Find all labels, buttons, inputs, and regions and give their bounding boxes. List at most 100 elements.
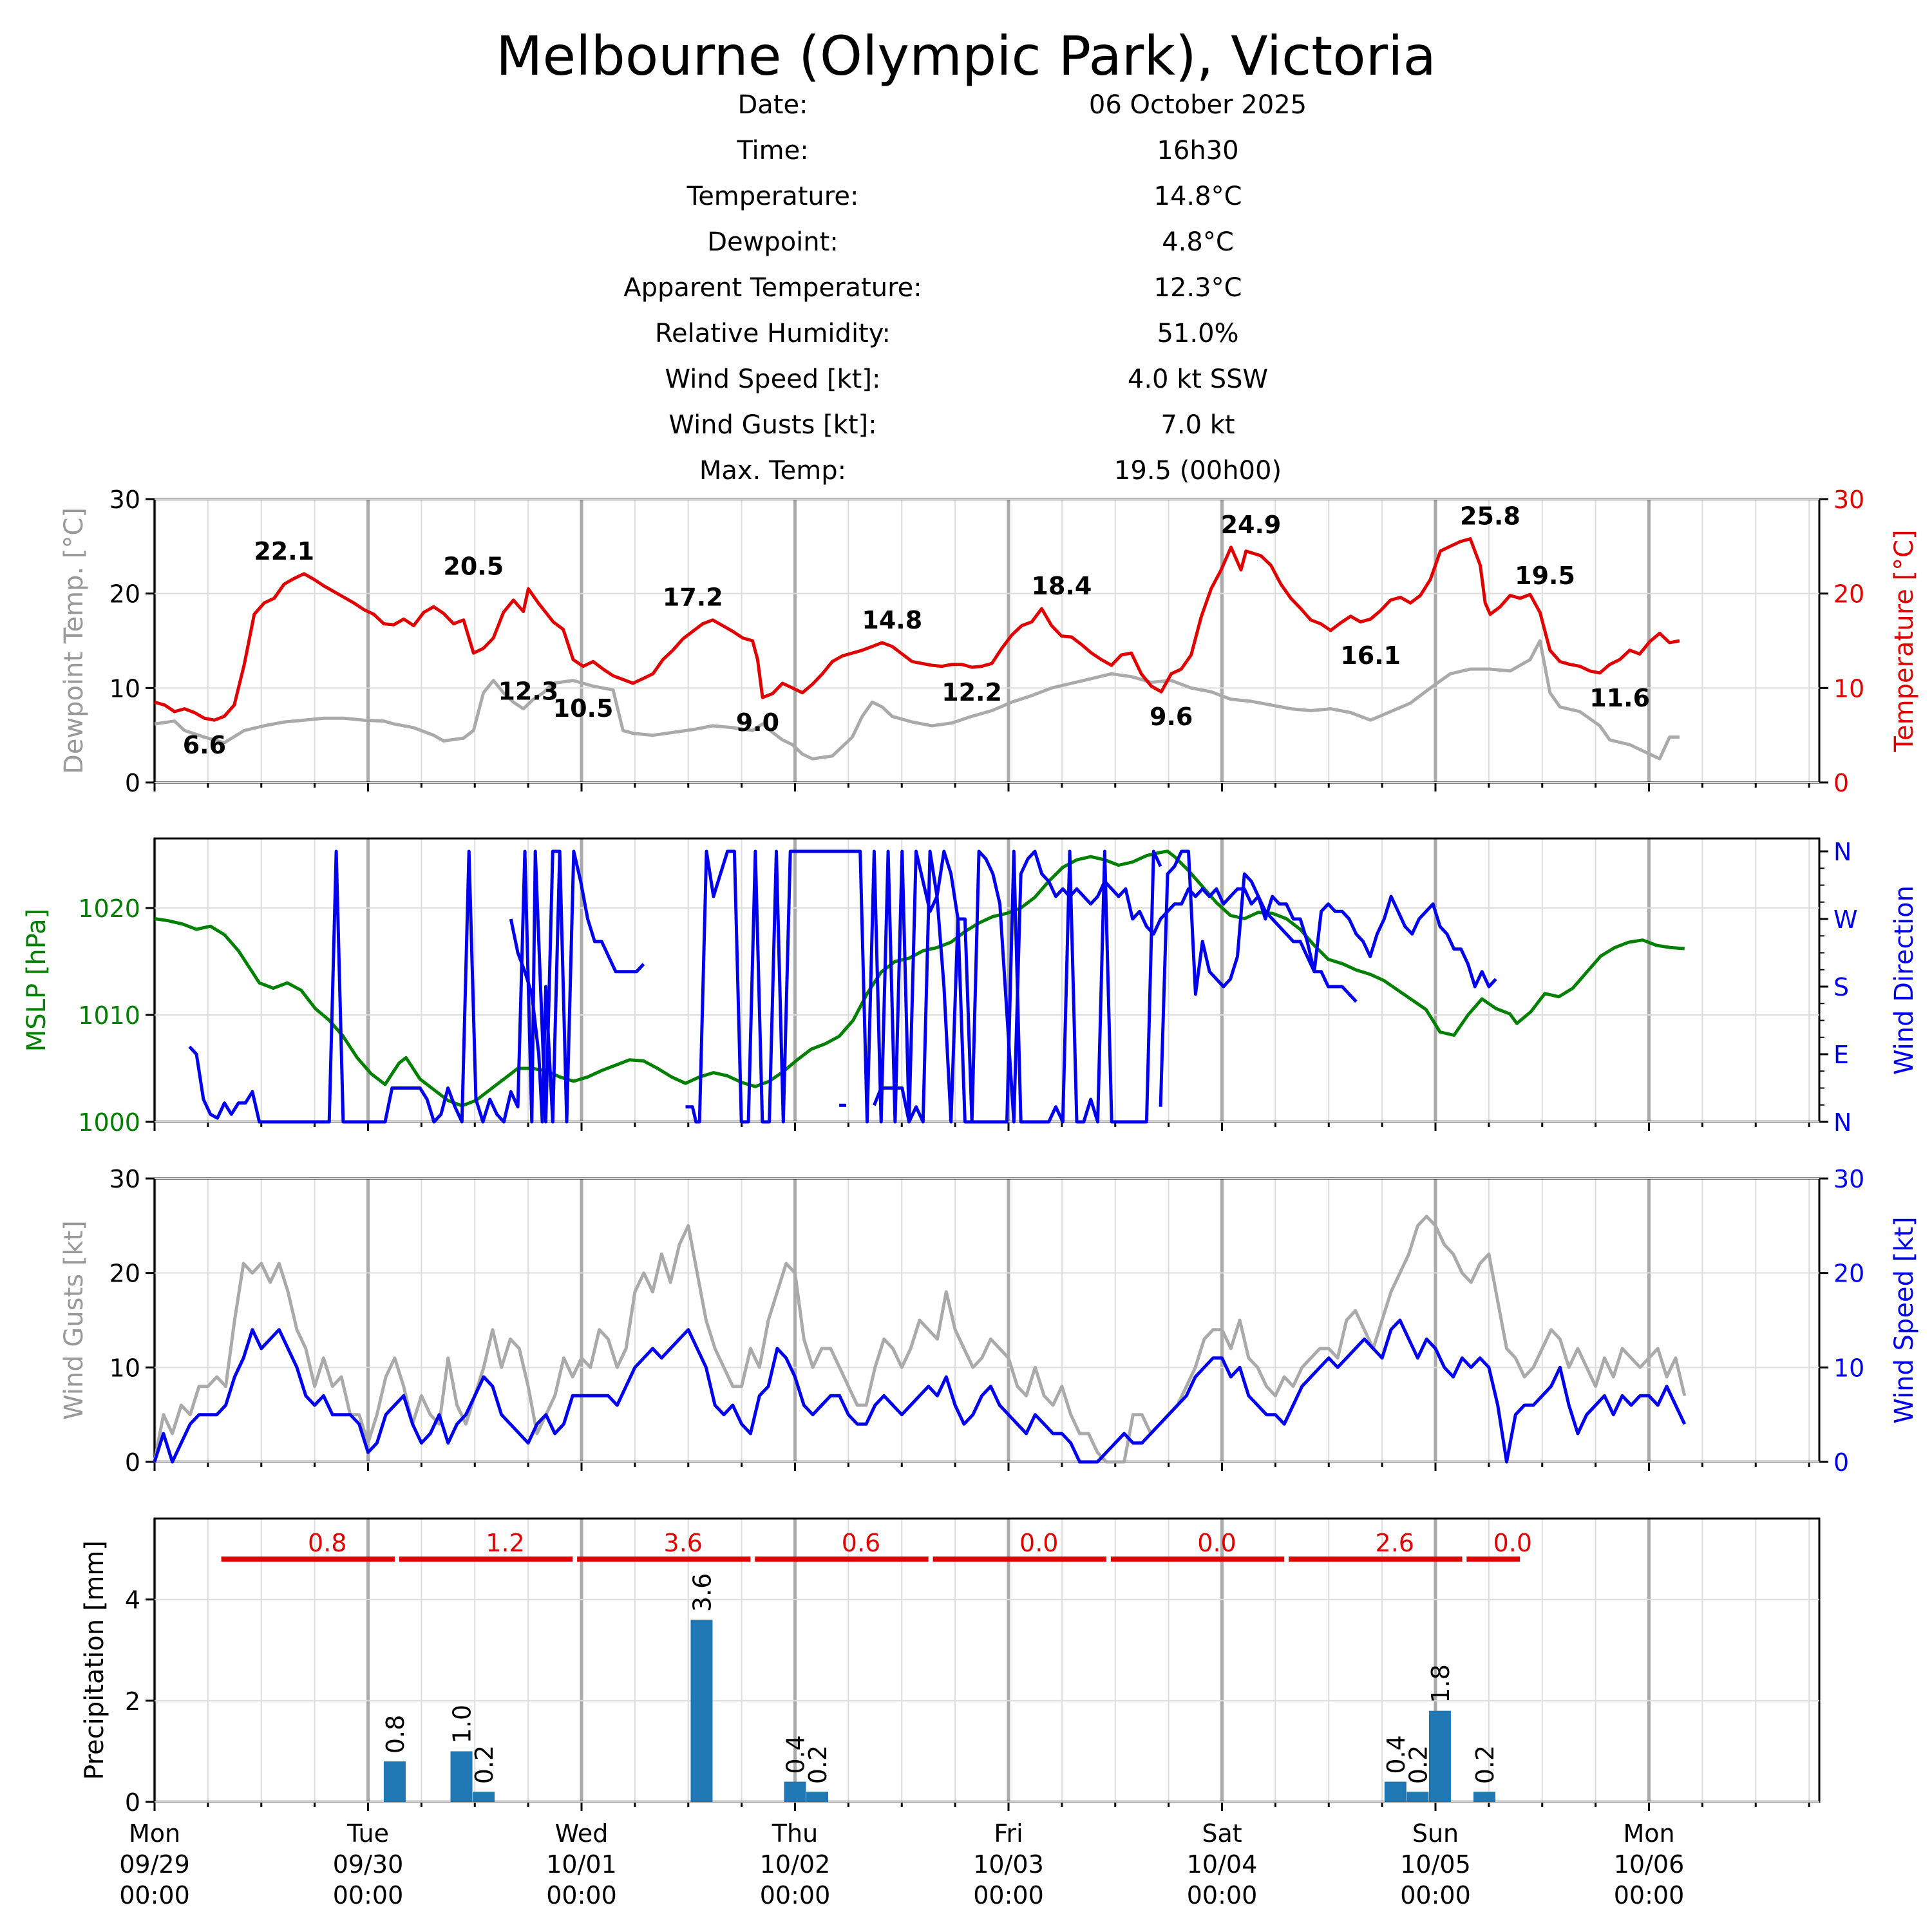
extreme-value-label: 14.8 [862,606,922,634]
x-tick-date-label: 09/29 [119,1850,190,1879]
y-tick-label: 10 [109,674,140,703]
precip-bar [450,1751,473,1802]
daily-total-label: 0.0 [1197,1529,1236,1557]
x-tick-date-label: 09/30 [333,1850,404,1879]
y-tick-label: 2 [125,1687,140,1716]
x-tick-date-label: 10/05 [1400,1850,1471,1879]
y-tick-label: 10 [109,1354,140,1382]
info-label: Wind Gusts [kt]: [668,410,877,440]
temperature-line [154,537,1680,722]
y-tick-label: 4 [125,1586,140,1615]
info-row-temperature: Temperature: 14.8°C [0,182,1932,220]
y2-tick-label: 30 [1833,1165,1864,1193]
y2-tick-label: 30 [1833,486,1864,514]
wind-direction-line [685,849,1358,1124]
wind-speed-line [153,1318,1687,1464]
extreme-value-label: 12.2 [942,678,1002,706]
y-tick-label: 0 [125,1788,140,1817]
y-tick-label: 30 [109,1165,140,1193]
y-axis-label: MSLP [hPa] [22,909,52,1052]
mslp-line [154,849,1685,1108]
x-tick-date-label: 10/06 [1614,1850,1685,1879]
page-title: Melbourne (Olympic Park), Victoria [496,24,1436,88]
temperature-panel: 0 10 20 30 0 10 20 30 6.6 22.1 20.5 12.310.5 17.2 9.0… [59,486,1919,797]
precip-bar [1473,1792,1495,1802]
y2-axis-label: Wind Direction [1889,886,1919,1075]
x-tick-day-label: Wed [555,1819,609,1848]
panel-4 [153,1517,1821,1811]
extreme-value-label: 10.5 [553,694,614,723]
x-tick-day-label: Sat [1202,1819,1242,1848]
y-axis-label: Dewpoint Temp. [°C] [59,507,89,774]
precip-bar-label: 1.0 [448,1705,477,1743]
x-tick-day-label: Mon [1623,1819,1674,1848]
info-label: Time: [737,136,809,166]
extreme-value-label: 11.6 [1589,684,1650,712]
panel-1 [153,498,1821,791]
x-tick-date-label: 10/03 [973,1850,1044,1879]
extreme-value-label: 9.0 [736,708,779,737]
y2-tick-label: 20 [1833,580,1864,609]
x-tick-day-label: Sun [1412,1819,1459,1848]
info-value: 7.0 kt [1160,410,1235,440]
extreme-value-label: 18.4 [1032,572,1092,600]
info-row-dewpoint: Dewpoint: 4.8°C [0,227,1932,266]
wind-direction-line [509,849,645,1124]
wind-direction-line [188,849,560,1124]
info-row-wind-gusts: Wind Gusts [kt]: 7.0 kt [0,410,1932,449]
x-tick-day-label: Fri [994,1819,1023,1848]
info-label: Max. Temp: [699,456,847,486]
precip-bar [1406,1792,1429,1802]
info-row-relative-humidity: Relative Humidity: 51.0% [0,319,1932,357]
pressure-panel: 1000 1010 1020 N E S W N MSLP [hPa] Wind Directio… [22,838,1919,1137]
precip-bar-label: 0.8 [381,1715,410,1754]
precip-bar [784,1781,806,1802]
plot-frame [153,837,1821,1123]
info-label: Wind Speed [kt]: [665,365,881,394]
x-tick-time-label: 00:00 [1614,1881,1685,1909]
x-tick-day-label: Tue [346,1819,389,1848]
x-axis-labels: Mon09/2900:00Tue09/3000:00Wed10/0100:00T… [119,1819,1684,1909]
plot-frame [153,498,1821,784]
x-tick-time-label: 00:00 [760,1881,831,1909]
daily-total-label: 0.0 [1493,1529,1532,1557]
info-value: 4.8°C [1162,227,1234,257]
x-tick-date-label: 10/02 [760,1850,831,1879]
y-tick-label: 0 [125,769,140,797]
extreme-value-label: 17.2 [663,583,723,612]
info-value: 16h30 [1157,136,1239,166]
y2-tick-label: N [1833,838,1852,866]
y2-tick-label: 0 [1833,769,1849,797]
precip-bar [690,1620,713,1802]
daily-total-label: 0.8 [308,1529,346,1557]
y-axis-label: Precipitation [mm] [80,1540,109,1780]
precip-bar-label: 0.2 [804,1745,832,1784]
precip-bar [1384,1781,1406,1802]
x-tick-time-label: 00:00 [333,1881,404,1909]
precip-bar [383,1761,406,1802]
wind-direction-line [873,849,1162,1124]
info-value: 14.8°C [1153,182,1242,211]
info-value: 4.0 kt SSW [1127,365,1269,394]
y-tick-label: 0 [125,1448,140,1477]
info-value: 06 October 2025 [1088,90,1307,120]
y2-tick-label: S [1833,973,1849,1001]
y-tick-label: 1020 [78,895,140,923]
extreme-value-label: 22.1 [254,537,314,565]
daily-total-label: 3.6 [664,1529,703,1557]
y2-axis-label: Temperature [°C] [1889,529,1919,752]
y2-axis-label: Wind Speed [kt] [1889,1217,1919,1423]
info-row-time: Time: 16h30 [0,136,1932,175]
y-tick-label: 1000 [78,1108,140,1137]
x-tick-time-label: 00:00 [1400,1881,1471,1909]
daily-total-label: 1.2 [486,1529,524,1557]
precip-bar-label: 0.2 [1404,1745,1432,1784]
precip-bar-label: 0.4 [782,1735,810,1774]
y2-tick-label: E [1833,1041,1849,1069]
extreme-value-label: 20.5 [443,552,504,580]
info-label: Relative Humidity: [655,319,891,348]
y-tick-label: 20 [109,1260,140,1288]
y2-tick-label: N [1833,1108,1852,1137]
info-row-date: Date: 06 October 2025 [0,90,1932,129]
